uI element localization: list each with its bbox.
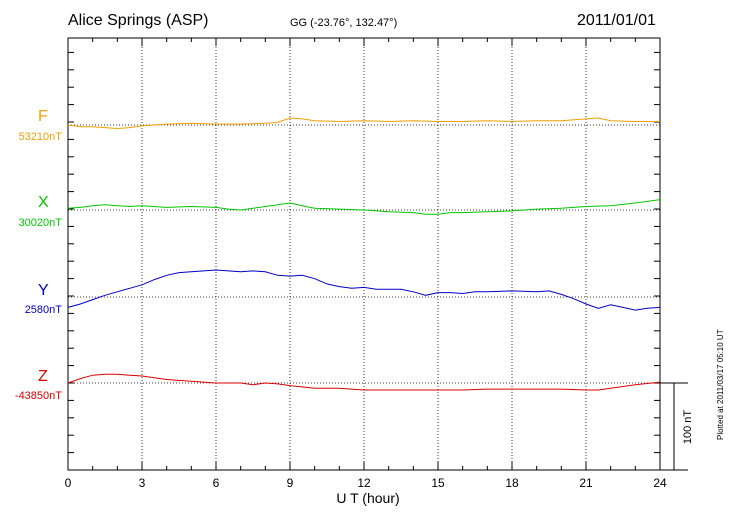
baseline-label-x: 30020nT [18, 217, 62, 229]
x-tick-label-12: 12 [357, 476, 371, 490]
gridlines [141, 38, 587, 470]
station-coordinates: GG (-23.76°, 132.47°) [290, 17, 398, 29]
x-tick-label-24: 24 [653, 476, 667, 490]
series-line-x [67, 199, 661, 215]
series-line-z [67, 373, 661, 391]
plot-date: 2011/01/01 [577, 12, 656, 29]
baseline-label-y: 2580nT [24, 304, 62, 316]
x-tick-label-9: 9 [287, 476, 294, 490]
series-lines [67, 117, 661, 391]
x-tick-label-15: 15 [431, 476, 445, 490]
x-tick-label-6: 6 [213, 476, 220, 490]
series-name-x: X [38, 194, 49, 211]
scale-bar: 100 nT [660, 382, 694, 471]
x-tick-label-3: 3 [139, 476, 146, 490]
x-tick-label-0: 0 [65, 476, 72, 490]
y-ticks [68, 51, 660, 454]
x-tick-label-18: 18 [505, 476, 519, 490]
x-tick-label-21: 21 [579, 476, 593, 490]
station-title: Alice Springs (ASP) [68, 12, 209, 29]
series-line-f [67, 117, 660, 130]
x-axis-label: U T (hour) [336, 490, 399, 506]
baseline-label-f: 53210nT [18, 131, 62, 143]
baseline-label-z: -43850nT [14, 390, 62, 402]
plotted-timestamp: Plotted at 2011/03/17 05:10 UT [716, 329, 725, 440]
series-name-y: Y [38, 282, 49, 299]
series-name-z: Z [38, 368, 48, 385]
scale-bar-label: 100 nT [682, 410, 694, 445]
x-axis: 0 3 6 9 12 15 18 21 24 [65, 38, 667, 490]
series-name-f: F [38, 108, 48, 125]
series-line-y [67, 269, 661, 311]
